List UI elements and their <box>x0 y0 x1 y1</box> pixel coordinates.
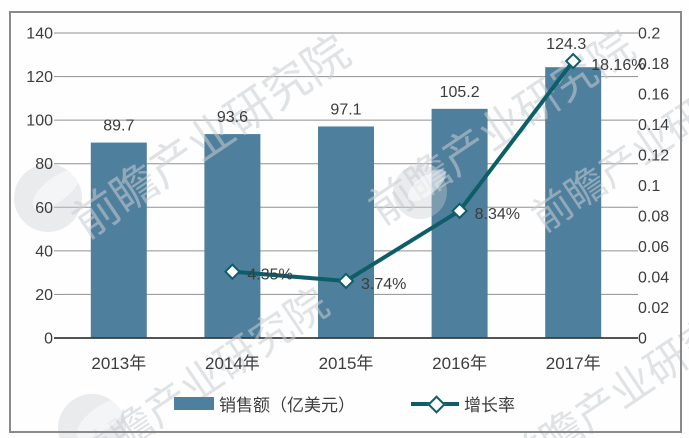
bar-1 <box>204 134 261 338</box>
right-axis-tick-label: 0.08 <box>638 209 669 226</box>
bar-value-label: 97.1 <box>330 101 361 118</box>
bar-4 <box>545 67 602 338</box>
growth-value-label: 3.74% <box>361 276 406 293</box>
watermark-logo-swoosh-icon <box>32 169 81 210</box>
right-axis-tick-label: 0 <box>638 331 647 348</box>
growth-line <box>232 59 575 283</box>
right-axis-tick-label: 0.02 <box>638 300 669 317</box>
bar-value-label: 89.7 <box>103 118 134 135</box>
left-axis-tick-label: 0 <box>44 331 53 348</box>
x-axis-category-label: 2014年 <box>205 354 260 373</box>
legend-item-growth: 增长率 <box>411 391 515 416</box>
left-axis-tick-label: 40 <box>35 243 53 260</box>
growth-value-label: 4.35% <box>247 267 292 284</box>
left-axis-tick-label: 60 <box>35 200 53 217</box>
chart-legend: 销售额（亿美元） 增长率 <box>0 391 689 416</box>
left-axis-tick-label: 100 <box>26 113 53 130</box>
right-axis-tick-label: 0.12 <box>638 148 669 165</box>
growth-value-label: 18.16% <box>591 57 645 74</box>
left-axis-tick-label: 140 <box>26 26 53 43</box>
right-axis-tick-label: 0.2 <box>638 26 660 43</box>
bar-value-label: 124.3 <box>546 36 586 53</box>
right-axis-tick-label: 0.06 <box>638 239 669 256</box>
growth-point-4 <box>564 52 582 70</box>
x-axis-category-label: 2013年 <box>91 354 146 373</box>
x-axis-category-label: 2016年 <box>432 354 487 373</box>
x-axis-category-label: 2015年 <box>319 354 374 373</box>
bar-value-label: 105.2 <box>440 84 480 101</box>
right-axis-tick-label: 0.16 <box>638 87 669 104</box>
growth-point-2 <box>337 272 355 290</box>
legend-sales-label: 销售额（亿美元） <box>219 396 355 415</box>
left-axis-tick-label: 80 <box>35 156 53 173</box>
diamond-marker-icon <box>427 394 446 414</box>
right-axis-tick-label: 0.18 <box>638 56 669 73</box>
growth-value-label: 8.34% <box>475 206 520 223</box>
legend-item-sales: 销售额（亿美元） <box>174 391 355 416</box>
growth-line-swatch-icon <box>411 394 459 414</box>
right-axis-tick-label: 0.04 <box>638 270 669 287</box>
left-axis-tick-label: 20 <box>35 287 53 304</box>
x-axis-category-label: 2017年 <box>546 354 601 373</box>
legend-growth-label: 增长率 <box>464 396 515 415</box>
bar-0 <box>90 142 147 338</box>
growth-point-3 <box>451 202 469 220</box>
watermark-logo-swoosh-icon <box>407 169 446 202</box>
watermark-logo-swoosh-icon <box>76 399 125 438</box>
left-axis-tick-label: 120 <box>26 69 53 86</box>
right-axis-tick-label: 0.1 <box>638 178 660 195</box>
right-axis-tick-label: 0.14 <box>638 117 669 134</box>
growth-point-1 <box>223 263 241 281</box>
sales-bar-swatch-icon <box>174 397 214 410</box>
bar-value-label: 93.6 <box>217 109 248 126</box>
bar-2 <box>318 126 374 338</box>
